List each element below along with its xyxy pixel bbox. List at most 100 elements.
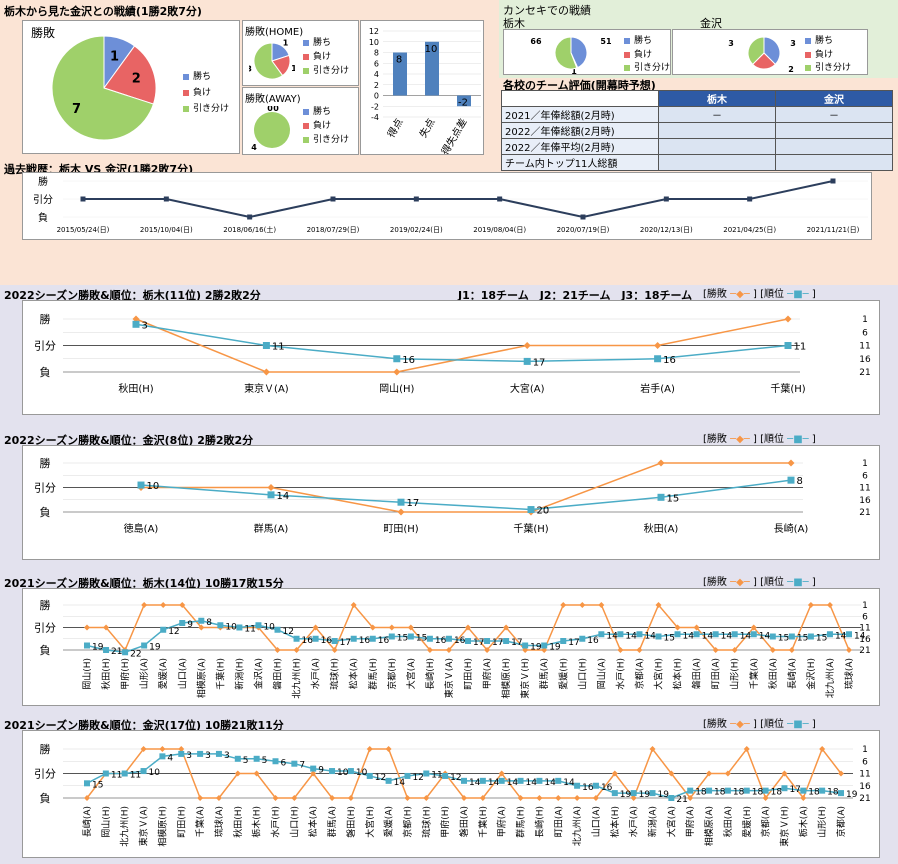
rank-tick-label: 21 (859, 508, 870, 518)
y-tick-label: 4 (374, 70, 379, 79)
rank-marker (724, 787, 731, 794)
x-tick-label: 2018/07/29(日) (307, 226, 360, 234)
x-tick-label: 松本(H) (672, 658, 684, 690)
x-tick-label: 2021/04/25(日) (723, 226, 776, 234)
rank-marker (846, 631, 852, 638)
result-marker (819, 746, 826, 752)
x-tick-label: 町田(A) (553, 806, 564, 837)
x-tick-label: 徳島(A) (124, 522, 159, 535)
result-marker (743, 746, 750, 752)
result-marker (712, 647, 719, 653)
rank-tick-label: 16 (859, 355, 871, 365)
legend-2021-tochigi: [勝敗 ─◆─ ] [順位 ─■─ ] (703, 577, 816, 588)
x-tick-label: 新潟(H) (233, 658, 245, 690)
bar (393, 52, 407, 96)
rank-marker (393, 355, 401, 363)
rank-marker (179, 620, 186, 626)
result-marker (423, 795, 430, 801)
result-marker (461, 795, 467, 801)
x-tick-label: 山口(H) (289, 806, 300, 838)
bar-value-label: -2 (458, 97, 468, 108)
x-tick-label: 松本(H) (609, 806, 621, 838)
season-2022-kanazawa-title: 2022シーズン勝敗&順位：金沢(8位) 2勝2敗2分 (4, 434, 254, 447)
x-tick-label: 千葉(A) (748, 658, 760, 689)
season-2021-tochigi-panel: 勝引分負 1 6 11 16 21 19 21 22 19 12 9 8 10 11 10 12 16 16 17 16… (22, 588, 880, 706)
history-marker (663, 196, 669, 202)
result-marker (693, 624, 700, 631)
pie-label: 3 (790, 39, 796, 48)
kansekki-title: カンセキでの戦績 (503, 4, 591, 17)
rank-marker (178, 750, 185, 757)
rank-data-label: 3 (224, 751, 230, 761)
y-tick-label: -2 (371, 102, 379, 111)
rank-data-label: 17 (511, 638, 522, 648)
result-line (141, 462, 791, 513)
pie-label: 66 (530, 37, 542, 46)
x-tick-label: 北九州(H) (292, 658, 303, 699)
result-marker (617, 647, 624, 653)
rank-data-label: 17 (492, 638, 503, 648)
result-marker (385, 746, 392, 752)
legend-draw-swatch (183, 105, 189, 112)
rank-marker (706, 787, 713, 794)
result-marker (503, 624, 510, 631)
result-marker (630, 795, 637, 801)
x-tick-label: 愛媛(H) (557, 658, 569, 690)
season-2022-kanazawa-panel: 勝引分負 1 6 11 16 21 10 14 17 20 15 8 徳島(A) 群馬(A) 町田(H) 千葉… (22, 445, 880, 560)
y-label-win: 勝 (40, 312, 51, 326)
result-marker (141, 602, 148, 608)
rank-data-label: 14 (740, 631, 752, 641)
result-marker (274, 647, 281, 653)
x-tick-label: 群馬(H) (367, 658, 379, 690)
rank-marker (560, 638, 567, 644)
rank-tick-label: 6 (862, 612, 868, 622)
pie-label: 1 (110, 50, 119, 65)
rank-marker (579, 635, 586, 642)
result-marker (329, 795, 336, 801)
x-tick-label: 山形(H) (816, 806, 828, 838)
result-marker (253, 770, 260, 777)
rank-marker (598, 631, 605, 638)
rank-data-label: 14 (835, 631, 847, 641)
x-tick-label: 磐田(A) (691, 658, 703, 689)
rank-marker (366, 772, 373, 779)
away-pie-label: 勝敗(AWAY) (245, 94, 301, 105)
rank-marker (310, 765, 317, 772)
rank-marker (159, 753, 166, 760)
pie-label: 3 (728, 39, 734, 48)
pie-label: 0 (267, 106, 273, 113)
rank-marker (122, 649, 129, 656)
x-tick-label: 東京Ｖ(A) (443, 658, 455, 698)
kansekki-left-pie: 51 1 66 (530, 36, 612, 74)
eval-row: 2021／年俸総額(2月時) － － (501, 106, 893, 123)
rank-data-label: 16 (663, 355, 676, 366)
rank-marker (331, 638, 338, 644)
x-tick-label: 群馬(A) (326, 806, 338, 837)
rank-data-label: 7 (299, 761, 305, 771)
result-marker (574, 795, 581, 801)
rank-data-label: 11 (111, 771, 122, 781)
history-marker (163, 196, 169, 202)
rank-data-label: 14 (544, 778, 556, 788)
rank-marker (426, 635, 433, 642)
pie-slice (51, 35, 155, 141)
rank-marker (484, 638, 491, 644)
x-tick-label: 2020/07/19(日) (557, 226, 610, 234)
x-tick-label: 秋田(H) (232, 806, 244, 838)
rank-marker (838, 790, 844, 797)
rank-data-label: 9 (187, 620, 193, 630)
x-tick-label: 2015/10/04(日) (140, 226, 193, 234)
rank-data-label: 15 (797, 634, 808, 644)
rank-marker (84, 780, 90, 787)
rank-marker (819, 787, 826, 794)
x-tick-label: 栃木(A) (797, 806, 809, 837)
result-marker (787, 459, 795, 467)
x-tick-label: 京都(A) (835, 806, 847, 837)
rank-data-label: 14 (625, 631, 637, 641)
rank-data-label: 19 (658, 790, 670, 800)
rank-data-label: 16 (359, 636, 371, 646)
x-tick-label: 山形(H) (729, 658, 741, 690)
x-tick-label: 北九州(A) (825, 658, 836, 698)
bar-value-label: 8 (396, 55, 402, 66)
